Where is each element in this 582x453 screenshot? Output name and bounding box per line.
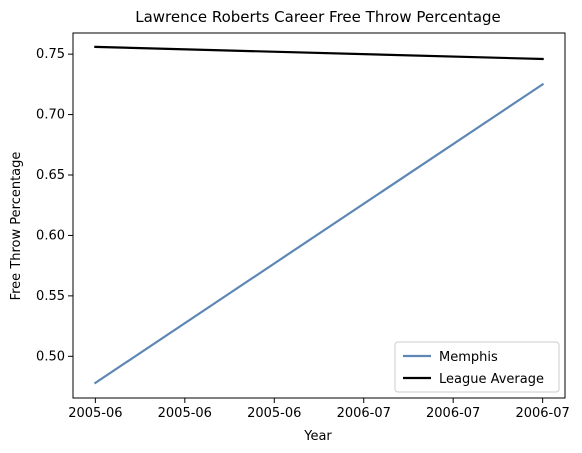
y-axis-label: Free Throw Percentage [9,152,24,301]
x-axis-ticks: 2005-06 2005-06 2005-06 2006-07 2006-07 2006-… [68,398,570,421]
x-tick-label: 2006-07 [515,406,569,421]
legend: Memphis League Average [394,341,560,393]
y-axis-ticks: 0.50 0.55 0.60 0.65 0.70 0.75 [36,47,73,364]
legend-label: Memphis [439,350,498,365]
y-tick-label: 0.75 [36,47,65,62]
plot-frame [72,32,566,399]
x-tick-label: 2005-06 [247,406,301,421]
x-tick-label: 2005-06 [68,406,122,421]
x-axis-label: Year [303,429,332,444]
chart-title: Lawrence Roberts Career Free Throw Perce… [135,8,501,26]
x-tick-label: 2006-07 [337,406,391,421]
series-lines [93,45,545,385]
y-tick-label: 0.70 [36,108,65,123]
x-tick-label: 2005-06 [158,406,212,421]
y-tick-label: 0.50 [36,349,65,364]
y-tick-label: 0.60 [36,228,65,243]
series-line-memphis [93,82,545,385]
y-tick-label: 0.65 [36,168,65,183]
series-line-league-average [94,45,544,61]
legend-box [394,341,560,393]
legend-label: League Average [439,372,544,387]
y-tick-label: 0.55 [36,289,65,304]
x-tick-label: 2006-07 [426,406,480,421]
